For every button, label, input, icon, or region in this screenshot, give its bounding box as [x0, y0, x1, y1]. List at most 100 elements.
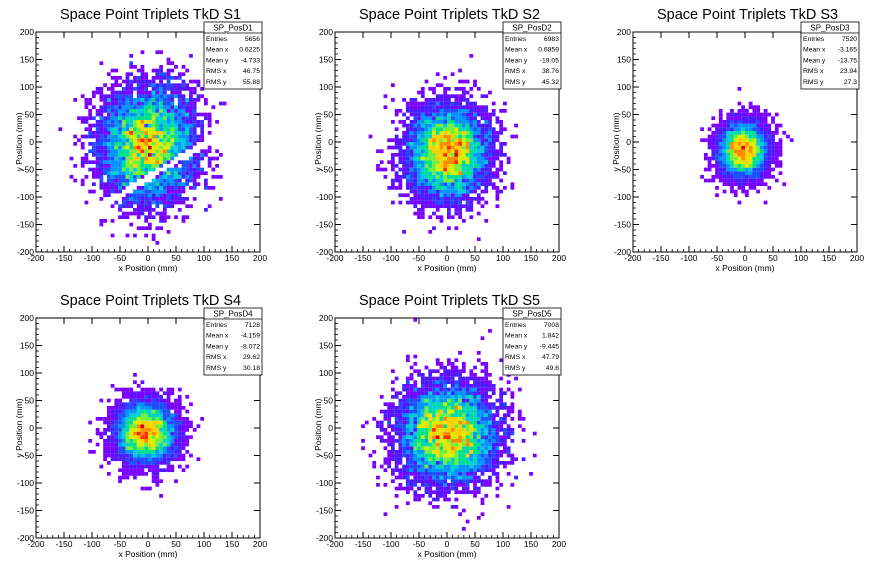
- histogram-cell: [447, 428, 451, 432]
- histogram-cell: [447, 369, 451, 374]
- histogram-cell: [420, 193, 425, 198]
- histogram-cell: [379, 439, 384, 443]
- histogram-cell: [726, 116, 731, 121]
- histogram-cell: [162, 98, 167, 102]
- histogram-cell: [162, 197, 167, 201]
- histogram-cell: [443, 453, 448, 458]
- histogram-cell: [465, 182, 470, 187]
- histogram-cell: [432, 87, 436, 91]
- histogram-cell: [480, 464, 485, 469]
- histogram-cell: [394, 468, 399, 473]
- histogram-cell: [133, 160, 137, 165]
- histogram-cell: [207, 112, 212, 117]
- histogram-cell: [121, 406, 126, 410]
- histogram-cell: [140, 387, 145, 392]
- histogram-cell: [413, 468, 418, 473]
- histogram-cell: [432, 178, 436, 183]
- histogram-cell: [125, 123, 130, 128]
- histogram-cell: [174, 164, 178, 168]
- histogram-cell: [476, 351, 481, 355]
- histogram-cell: [189, 112, 193, 117]
- histogram-cell: [136, 131, 141, 135]
- histogram-cell: [185, 101, 190, 106]
- histogram-cell: [707, 145, 712, 150]
- histogram-cell: [488, 134, 492, 139]
- histogram-cell: [435, 197, 440, 201]
- histogram-cell: [461, 112, 466, 117]
- histogram-cell: [409, 431, 414, 436]
- histogram-cell: [476, 468, 481, 473]
- histogram-cell: [177, 457, 182, 462]
- histogram-cell: [144, 417, 149, 421]
- histogram-cell: [428, 200, 433, 205]
- histogram-cell: [428, 450, 433, 454]
- histogram-cell: [409, 391, 414, 396]
- histogram-cell: [174, 171, 178, 176]
- histogram-cell: [118, 420, 122, 425]
- histogram-cell: [473, 398, 477, 403]
- histogram-cell: [196, 120, 201, 124]
- histogram-cell: [748, 164, 753, 168]
- histogram-cell: [443, 428, 448, 432]
- histogram-cell: [170, 94, 175, 99]
- histogram-cell: [480, 369, 485, 374]
- histogram-cell: [443, 160, 448, 165]
- histogram-cell: [420, 420, 425, 425]
- histogram-cell: [114, 79, 119, 84]
- histogram-cell: [413, 127, 418, 132]
- histogram-cell: [99, 160, 104, 165]
- histogram-cell: [185, 98, 190, 102]
- histogram-cell: [110, 450, 115, 454]
- chart-title: Space Point Triplets TkD S3: [657, 7, 838, 23]
- histogram-cell: [473, 479, 477, 484]
- histogram-cell: [114, 428, 119, 432]
- histogram-cell: [88, 109, 93, 113]
- histogram-cell: [700, 175, 704, 179]
- histogram-cell: [73, 142, 78, 146]
- histogram-cell: [450, 417, 455, 421]
- histogram-cell: [106, 160, 111, 165]
- histogram-cell: [454, 413, 459, 418]
- histogram-cell: [722, 175, 727, 179]
- histogram-cell: [402, 153, 406, 157]
- histogram-cell: [432, 200, 436, 205]
- histogram-cell: [136, 453, 141, 458]
- histogram-cell: [140, 450, 145, 454]
- histogram-cell: [476, 442, 481, 447]
- histogram-cell: [473, 105, 477, 110]
- histogram-cell: [711, 142, 716, 146]
- histogram-cell: [745, 164, 749, 168]
- histogram-cell: [767, 186, 772, 190]
- histogram-cell: [387, 413, 392, 418]
- histogram-cell: [394, 134, 399, 139]
- histogram-cell: [450, 472, 455, 476]
- histogram-cell: [454, 123, 459, 128]
- histogram-cell: [458, 98, 462, 102]
- histogram-cell: [458, 453, 462, 458]
- histogram-cell: [177, 417, 182, 421]
- histogram-cell: [476, 486, 481, 491]
- histogram-cell: [435, 413, 440, 418]
- histogram-cell: [405, 156, 410, 161]
- histogram-cell: [435, 149, 440, 154]
- y-tick-label: 50: [324, 110, 334, 120]
- histogram-cell: [125, 134, 130, 139]
- histogram-cell: [405, 134, 410, 139]
- histogram-cell: [405, 395, 410, 399]
- histogram-cell: [432, 204, 436, 209]
- histogram-cell: [439, 457, 444, 462]
- histogram-panel-3: -200 -150 -100 -50 0 50 100 150 200-200-150-100-…: [611, 7, 864, 273]
- histogram-cell: [461, 453, 466, 458]
- histogram-cell: [196, 98, 201, 102]
- histogram-cell: [114, 442, 119, 447]
- histogram-cell: [465, 189, 470, 194]
- histogram-cell: [450, 178, 455, 183]
- histogram-cell: [207, 123, 212, 128]
- histogram-cell: [174, 439, 178, 443]
- histogram-cell: [155, 182, 160, 187]
- histogram-cell: [170, 127, 175, 132]
- histogram-cell: [125, 160, 130, 165]
- histogram-cell: [722, 138, 727, 143]
- histogram-cell: [733, 142, 738, 146]
- histogram-cell: [155, 402, 160, 407]
